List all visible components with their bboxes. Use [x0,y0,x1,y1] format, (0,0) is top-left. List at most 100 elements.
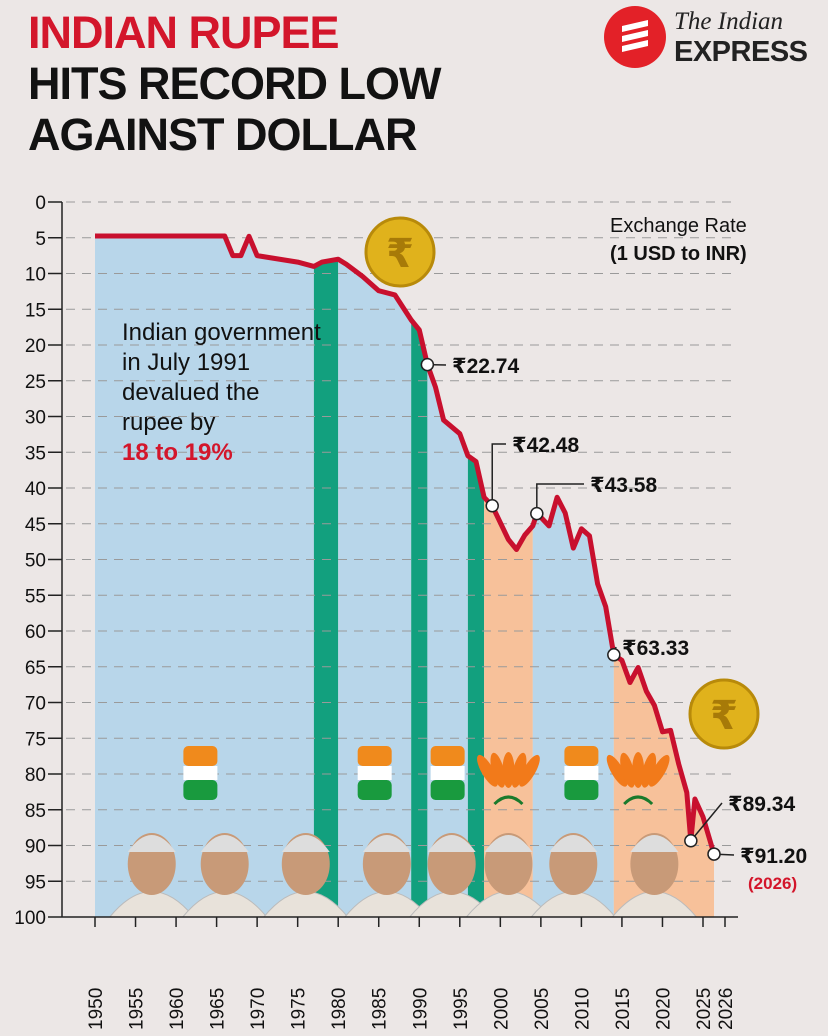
hand-mid [564,766,599,780]
era-band-congress [95,236,314,917]
logo-text-line-2: EXPRESS [674,36,808,68]
y-tick-label: 80 [25,765,46,786]
coin-decorations: ₹₹ [364,216,760,750]
coin-body [688,678,760,750]
title-line-2: HITS RECORD LOW [28,58,441,109]
x-tick-label: 1950 [86,988,107,1030]
lotus-petal [606,754,628,787]
lotus-petal [490,752,506,788]
y-tick-label: 30 [25,408,46,429]
y-tick-label: 75 [25,729,46,750]
lotus-petal [632,752,645,788]
x-tick-label: 1990 [410,988,431,1030]
y-tick-label: 50 [25,551,46,572]
y-tick-label: 25 [25,372,46,393]
callout-label: ₹22.74 [452,355,519,378]
lotus-leaf [623,795,654,806]
y-tick-label: 85 [25,801,46,822]
x-tick-label: 1975 [289,988,310,1030]
hand-mid [357,766,392,780]
bjp-lotus-icon [606,752,670,806]
portrait-hair [200,835,249,852]
y-tick-label: 10 [25,265,46,286]
y-tick-label: 15 [25,300,46,321]
title-line-1: INDIAN RUPEE [28,7,340,58]
lotus-leaf [493,795,524,806]
x-tick-label: 1960 [167,988,188,1030]
callout-leader [491,443,506,506]
leader-portrait-icon [530,833,617,918]
coin-symbol: ₹ [710,694,738,738]
chart-legend: Exchange Rate (1 USD to INR) [610,212,747,268]
hand-bottom [357,780,392,800]
legend-line-2: (1 USD to INR) [610,243,747,265]
hand-bottom [430,780,465,800]
x-tick-label: 2020 [653,988,674,1030]
x-tick-label: 1995 [451,988,472,1030]
devaluation-note-text: Indian government in July 1991 devalued … [122,319,321,436]
y-tick-label: 100 [14,908,46,929]
callout-label: ₹91.20 [740,845,807,868]
y-tick-label: 35 [25,443,46,464]
y-tick-label: 5 [35,229,46,250]
hand-top [564,746,599,766]
hand-mid [183,766,218,780]
era-band-other [467,455,485,917]
y-tick-label: 70 [25,694,46,715]
callout-leader [690,802,723,842]
lotus-petal [641,752,657,788]
devaluation-note-highlight: 18 to 19% [122,439,233,466]
callout-year-label: (2026) [748,874,798,893]
y-tick-label: 45 [25,515,46,536]
legend-line-1: Exchange Rate [610,215,747,237]
coin-symbol: ₹ [386,232,414,276]
callout-marker [607,648,621,662]
callout-marker [684,834,698,848]
callout-leader [536,483,584,514]
era-band-other [411,320,428,917]
x-tick-label: 1970 [248,988,269,1030]
x-tick-label: 1965 [208,988,229,1030]
hand-bottom [564,780,599,800]
rupee-coin-icon: ₹ [364,216,436,288]
x-tick-label: 1955 [127,988,148,1030]
publisher-logo[interactable]: The Indian EXPRESS [604,6,814,68]
era-band-congress [338,259,412,917]
congress-hand-icon [430,746,465,800]
y-tick-label: 65 [25,658,46,679]
callout-label: ₹63.33 [622,637,689,660]
leader-portrait-icon [181,833,268,918]
hand-top [183,746,218,766]
y-tick-label: 90 [25,837,46,858]
grid-lines [50,201,735,918]
hand-top [357,746,392,766]
x-tick-label: 2010 [572,988,593,1030]
lotus-petal [620,752,636,788]
callout-marker [707,847,721,861]
x-tick-label: 2005 [532,988,553,1030]
party-icons [183,746,670,806]
portrait-hair [630,835,679,852]
hand-bottom [183,780,218,800]
callout-marker [530,506,544,521]
era-band-other [313,259,339,917]
leader-portrait-icon [408,833,495,918]
congress-hand-icon [357,746,392,800]
hand-mid [430,766,465,780]
title-line-3: AGAINST DOLLAR [28,109,417,160]
axes: 0510152025303540455055606570758085909510… [14,193,738,1030]
portrait-hair [427,835,476,852]
congress-hand-icon [183,746,218,800]
callout-marker [485,498,499,513]
lotus-petal [519,754,540,787]
hand-top [430,746,465,766]
leader-portraits [108,833,698,918]
x-tick-label: 1985 [370,988,391,1030]
value-callouts: ₹22.74 ₹42.48 ₹43.58 ₹63.33 ₹89.34 ₹91.20 [420,355,807,868]
portrait-hair [281,835,330,852]
era-band-congress [532,497,614,917]
rupee-coin-icon: ₹ [688,678,760,750]
lotus-petal [477,754,498,787]
y-tick-label: 40 [25,479,46,500]
